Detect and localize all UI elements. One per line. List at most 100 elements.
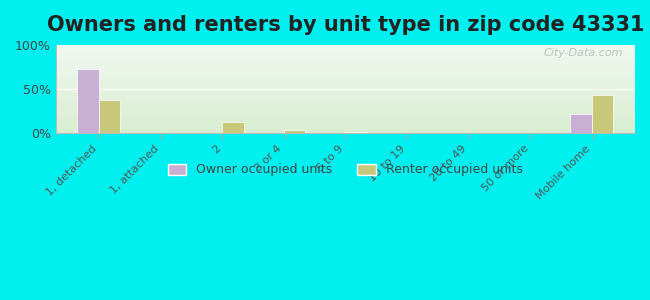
Bar [56, 86, 635, 87]
Bar [56, 131, 635, 132]
Bar [345, 132, 367, 133]
Bar [56, 108, 635, 109]
Bar [56, 92, 635, 93]
Bar [56, 126, 635, 127]
Bar [99, 100, 120, 133]
Bar [56, 56, 635, 57]
Bar [56, 69, 635, 70]
Bar [77, 69, 99, 133]
Bar [56, 102, 635, 103]
Bar [56, 70, 635, 71]
Bar [56, 76, 635, 77]
Bar [56, 62, 635, 63]
Bar [56, 109, 635, 110]
Bar [56, 127, 635, 128]
Bar [56, 125, 635, 126]
Bar [56, 118, 635, 119]
Bar [56, 88, 635, 89]
Bar [56, 78, 635, 79]
Bar [56, 84, 635, 85]
Bar [570, 114, 592, 133]
Bar [56, 81, 635, 82]
Bar [56, 85, 635, 86]
Bar [56, 128, 635, 129]
Bar [56, 52, 635, 53]
Bar [56, 72, 635, 73]
Bar [56, 98, 635, 99]
Bar [56, 119, 635, 120]
Bar [56, 61, 635, 62]
Bar [56, 63, 635, 64]
Bar [56, 107, 635, 108]
Bar [56, 129, 635, 130]
Bar [56, 50, 635, 51]
Bar [56, 94, 635, 95]
Bar [56, 83, 635, 84]
Bar [56, 95, 635, 96]
Bar [56, 53, 635, 54]
Bar [56, 49, 635, 50]
Bar [592, 95, 614, 133]
Bar [56, 75, 635, 76]
Bar [56, 122, 635, 123]
Bar [56, 111, 635, 112]
Bar [56, 91, 635, 92]
Bar [56, 93, 635, 94]
Bar [56, 64, 635, 65]
Bar [56, 112, 635, 113]
Bar [56, 116, 635, 117]
Bar [56, 66, 635, 67]
Bar [56, 57, 635, 58]
Bar [56, 87, 635, 88]
Bar [56, 68, 635, 69]
Bar [56, 130, 635, 131]
Bar [56, 97, 635, 98]
Bar [56, 121, 635, 122]
Bar [56, 105, 635, 106]
Text: City-Data.com: City-Data.com [544, 47, 623, 58]
Bar [56, 114, 635, 115]
Bar [56, 100, 635, 101]
Bar [56, 54, 635, 55]
Bar [56, 104, 635, 105]
Bar [56, 132, 635, 133]
Bar [56, 73, 635, 74]
Bar [56, 117, 635, 118]
Bar [56, 123, 635, 124]
Bar [56, 65, 635, 66]
Bar [56, 48, 635, 49]
Legend: Owner occupied units, Renter occupied units: Owner occupied units, Renter occupied un… [162, 158, 528, 182]
Bar [56, 99, 635, 100]
Bar [56, 124, 635, 125]
Bar [56, 47, 635, 48]
Bar [56, 100, 635, 101]
Bar [222, 122, 244, 133]
Bar [284, 130, 306, 133]
Bar [56, 80, 635, 81]
Bar [56, 74, 635, 75]
Bar [56, 103, 635, 104]
Bar [56, 46, 635, 47]
Bar [56, 115, 635, 116]
Bar [56, 120, 635, 121]
Bar [56, 51, 635, 52]
Bar [56, 79, 635, 80]
Bar [56, 61, 635, 62]
Bar [56, 106, 635, 107]
Bar [56, 60, 635, 61]
Bar [56, 85, 635, 86]
Bar [56, 89, 635, 90]
Bar [56, 67, 635, 68]
Bar [56, 77, 635, 78]
Bar [56, 58, 635, 59]
Bar [56, 96, 635, 97]
Bar [56, 113, 635, 114]
Bar [56, 71, 635, 72]
Title: Owners and renters by unit type in zip code 43331: Owners and renters by unit type in zip c… [47, 15, 644, 35]
Bar [56, 90, 635, 91]
Bar [56, 101, 635, 102]
Bar [56, 45, 635, 46]
Bar [56, 82, 635, 83]
Bar [56, 110, 635, 111]
Bar [56, 59, 635, 60]
